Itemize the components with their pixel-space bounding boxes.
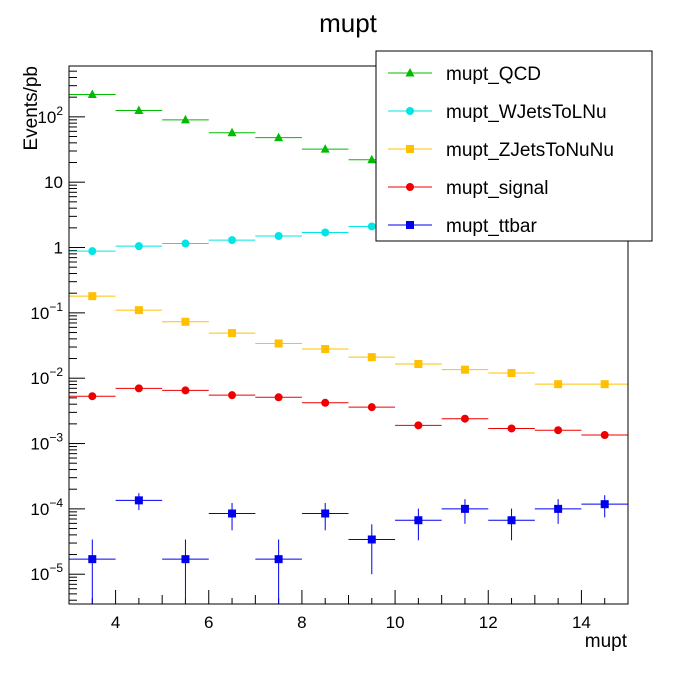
legend-marker — [406, 145, 414, 153]
y-tick-label: 10−5 — [30, 561, 63, 584]
y-axis-label: Events/pb — [21, 66, 42, 151]
x-tick-label: 8 — [297, 613, 306, 632]
data-point — [460, 365, 469, 374]
data-point — [554, 426, 563, 435]
data-point — [554, 504, 563, 513]
series-mupt-signal — [69, 384, 628, 440]
data-point — [600, 431, 609, 440]
series-mupt-wjetstolnu — [69, 222, 396, 256]
y-tick-label: 10−3 — [30, 431, 63, 454]
chart-title: mupt — [319, 8, 378, 38]
x-tick-label: 6 — [204, 613, 213, 632]
plot-frame — [68, 65, 629, 605]
data-point — [228, 236, 237, 245]
data-point — [367, 403, 376, 412]
data-point — [321, 509, 330, 518]
legend-label: mupt_ZJetsToNuNu — [446, 140, 614, 161]
data-point — [274, 232, 283, 241]
data-point — [367, 353, 376, 362]
data-point — [134, 384, 143, 393]
legend-marker — [406, 107, 414, 115]
y-tick-label: 10−4 — [30, 496, 63, 519]
data-point — [134, 242, 143, 251]
data-point — [321, 344, 330, 353]
data-point — [274, 393, 283, 402]
x-tick-label: 12 — [479, 613, 498, 632]
data-point — [88, 292, 97, 301]
legend-marker — [406, 183, 414, 191]
legend-label: mupt_ttbar — [446, 216, 537, 237]
legend-box — [375, 50, 653, 242]
data-point — [134, 306, 143, 315]
data-point — [507, 369, 516, 378]
x-tick-label: 4 — [111, 613, 120, 632]
data-point — [274, 339, 283, 348]
x-tick-label: 14 — [572, 613, 591, 632]
data-point — [460, 504, 469, 513]
data-point — [181, 386, 190, 395]
legend-label: mupt_QCD — [446, 64, 541, 85]
data-point — [274, 132, 284, 142]
data-point — [321, 398, 330, 407]
data-point — [320, 144, 330, 153]
data-point — [367, 222, 376, 231]
data-point — [274, 555, 283, 564]
data-point — [321, 228, 330, 237]
y-tick-label: 10−1 — [30, 300, 63, 323]
data-point — [134, 105, 144, 115]
data-point — [134, 496, 143, 505]
y-tick-label: 102 — [37, 104, 63, 127]
data-point — [600, 500, 609, 509]
data-point — [460, 414, 469, 423]
data-point — [88, 555, 97, 564]
legend-entry-mupt-zjetstonunu: mupt_ZJetsToNuNu — [388, 140, 614, 161]
data-layer — [69, 89, 628, 604]
legend-label: mupt_WJetsToLNu — [446, 102, 607, 123]
data-point — [414, 516, 423, 525]
x-tick-label: 10 — [386, 613, 405, 632]
series-mupt-ttbar — [69, 493, 628, 604]
legend-marker — [405, 68, 415, 77]
legend-marker — [406, 221, 414, 229]
data-point — [507, 516, 516, 525]
legend-label: mupt_signal — [446, 178, 548, 199]
data-point — [228, 509, 237, 518]
y-tick-label: 10−2 — [30, 365, 63, 388]
data-point — [367, 154, 377, 164]
legend-entry-mupt-qcd: mupt_QCD — [388, 64, 541, 85]
data-point — [228, 391, 237, 400]
legend-entry-mupt-ttbar: mupt_ttbar — [388, 216, 537, 237]
data-point — [181, 239, 190, 248]
data-point — [227, 127, 237, 137]
series-mupt-zjetstonunu — [69, 292, 628, 389]
data-point — [414, 359, 423, 368]
data-point — [367, 535, 376, 544]
legend-entry-mupt-signal: mupt_signal — [388, 178, 548, 199]
data-point — [88, 247, 97, 256]
data-point — [554, 380, 563, 389]
x-axis-label: mupt — [585, 631, 628, 652]
data-point — [181, 555, 190, 564]
y-tick-label: 1 — [54, 239, 63, 258]
data-point — [507, 424, 516, 433]
data-point — [88, 392, 97, 401]
data-point — [180, 114, 190, 124]
legend-entry-mupt-wjetstolnu: mupt_WJetsToLNu — [388, 102, 607, 123]
data-point — [181, 317, 190, 326]
data-point — [414, 421, 423, 430]
legend: mupt_QCD mupt_WJetsToLNu mupt_ZJetsToNuNum… — [375, 50, 653, 242]
data-point — [228, 329, 237, 338]
data-point — [600, 380, 609, 389]
data-point — [87, 89, 97, 98]
y-tick-label: 10 — [44, 173, 63, 192]
series-mupt-qcd — [69, 89, 396, 164]
axis-ticks: 4 6 8 10 12 14 10−5 10−4 10−3 10−2 10−1 1 10 102 — [30, 65, 629, 632]
